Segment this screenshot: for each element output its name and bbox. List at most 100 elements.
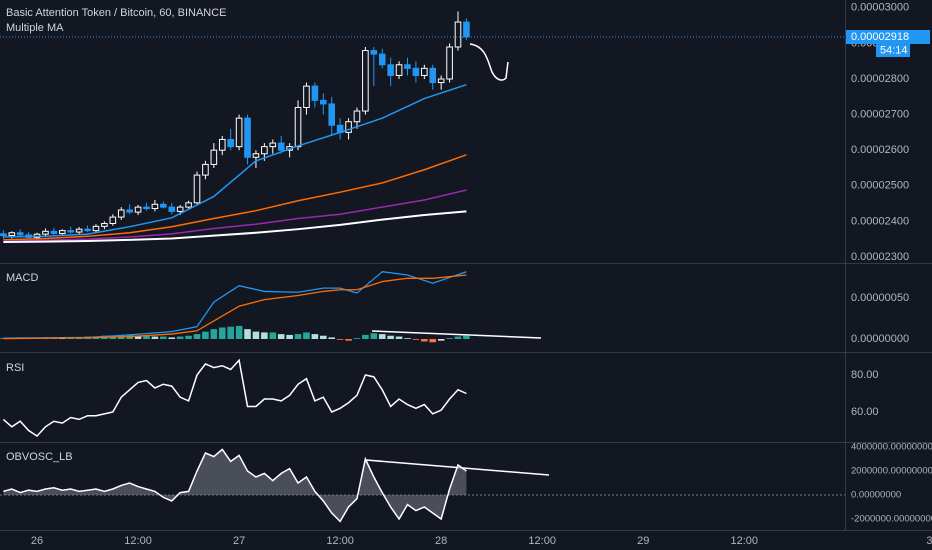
candle-body (269, 142, 277, 148)
candle-body (176, 206, 184, 212)
candle-body (134, 206, 142, 213)
histogram-bar (328, 337, 336, 340)
candle-body (412, 67, 420, 76)
y-tick-label: 4000000.00000000 (851, 442, 932, 453)
histogram-bar (286, 334, 293, 340)
histogram-bar (193, 334, 201, 340)
macd-line (3, 271, 467, 339)
candle-body (454, 21, 462, 48)
moving-average (3, 154, 467, 241)
candle-body (143, 206, 150, 210)
histogram-bar (202, 331, 209, 340)
histogram-bar (252, 331, 260, 340)
moving-average (3, 189, 467, 242)
histogram-bar (151, 336, 159, 340)
candle-body (311, 85, 319, 101)
y-tick-label: 0.00000000 (851, 490, 901, 501)
price-label: 0.00002918 (851, 31, 909, 43)
candle-body (387, 64, 394, 76)
candle-body (84, 228, 91, 232)
candle-body (16, 232, 24, 236)
histogram-bar (404, 338, 411, 340)
candle-body (395, 64, 403, 76)
histogram-bar (370, 333, 378, 340)
histogram-bar (160, 336, 167, 340)
candle-body (101, 222, 108, 227)
candle-body (218, 139, 226, 151)
x-tick-label: 12:00 (326, 535, 354, 547)
histogram-bar (463, 335, 470, 340)
y-tick-label: 0.00002300 (851, 251, 909, 263)
candle-body (75, 228, 83, 233)
candle-body (67, 230, 75, 233)
candle-body (437, 78, 445, 84)
candle-body (50, 230, 58, 234)
candle-body (193, 174, 201, 204)
candle-body (429, 67, 437, 84)
candle-body (345, 121, 352, 133)
candle-body (294, 106, 302, 148)
x-tick-label: 29 (637, 535, 649, 547)
histogram-bar (176, 336, 184, 340)
candle-body (421, 67, 428, 76)
histogram-bar (185, 335, 192, 340)
candle-body (185, 202, 192, 208)
histogram-bar (454, 336, 462, 340)
pane-title: OBVOSC_LB (6, 451, 73, 463)
histogram-bar (168, 337, 176, 340)
moving-average (3, 210, 467, 243)
histogram-bar (336, 339, 344, 340)
histogram-bar (277, 334, 285, 340)
histogram-bar (261, 332, 268, 340)
histogram-bar (134, 335, 142, 340)
candle-body (261, 146, 268, 155)
candle-body (117, 209, 125, 218)
histogram-bar (437, 339, 445, 341)
countdown: 54:14 (880, 44, 908, 56)
x-tick-label: 3 (926, 535, 932, 547)
y-tick-label: 2000000.00000000 (851, 466, 932, 477)
x-tick-label: 27 (233, 535, 245, 547)
y-tick-label: 0.00003000 (851, 2, 909, 14)
candle-body (370, 50, 378, 55)
rsi-line (2, 358, 467, 438)
price-label-box (846, 30, 930, 45)
histogram-bar (235, 325, 243, 340)
trend-line (371, 330, 542, 339)
histogram-bar (421, 339, 428, 342)
candle-body (404, 64, 411, 69)
histogram-bar (269, 332, 277, 340)
histogram-bar (446, 338, 453, 340)
candle-body (151, 203, 159, 210)
indicator-name: Multiple MA (6, 22, 64, 34)
histogram-bar (218, 327, 226, 340)
histogram-bar (210, 329, 218, 340)
candle-body (362, 50, 369, 112)
x-tick-label: 12:00 (730, 535, 758, 547)
y-tick-label: 0.00002500 (851, 180, 909, 192)
x-tick-label: 26 (31, 535, 43, 547)
candle-body (252, 153, 260, 158)
histogram-bar (227, 326, 234, 340)
y-tick-label: 0.00002600 (851, 144, 909, 156)
pane-title: RSI (6, 362, 24, 374)
histogram-bar (303, 332, 310, 340)
histogram-bar (345, 339, 352, 341)
candle-body (92, 225, 100, 232)
candle-body (210, 149, 218, 165)
x-tick-label: 12:00 (124, 535, 152, 547)
candle-body (244, 117, 251, 158)
histogram-bar (429, 339, 437, 343)
countdown-box (876, 44, 910, 58)
histogram-bar (353, 338, 361, 340)
y-tick-label: 0.00002700 (851, 109, 909, 121)
histogram-bar (0, 338, 7, 340)
area-fill (3, 449, 467, 522)
macd-line (3, 274, 467, 340)
histogram-bar (311, 334, 319, 340)
histogram-bar (412, 339, 420, 340)
candle-body (126, 209, 133, 213)
candle-body (168, 206, 176, 212)
y-tick-label: 0.00000050 (851, 292, 909, 304)
